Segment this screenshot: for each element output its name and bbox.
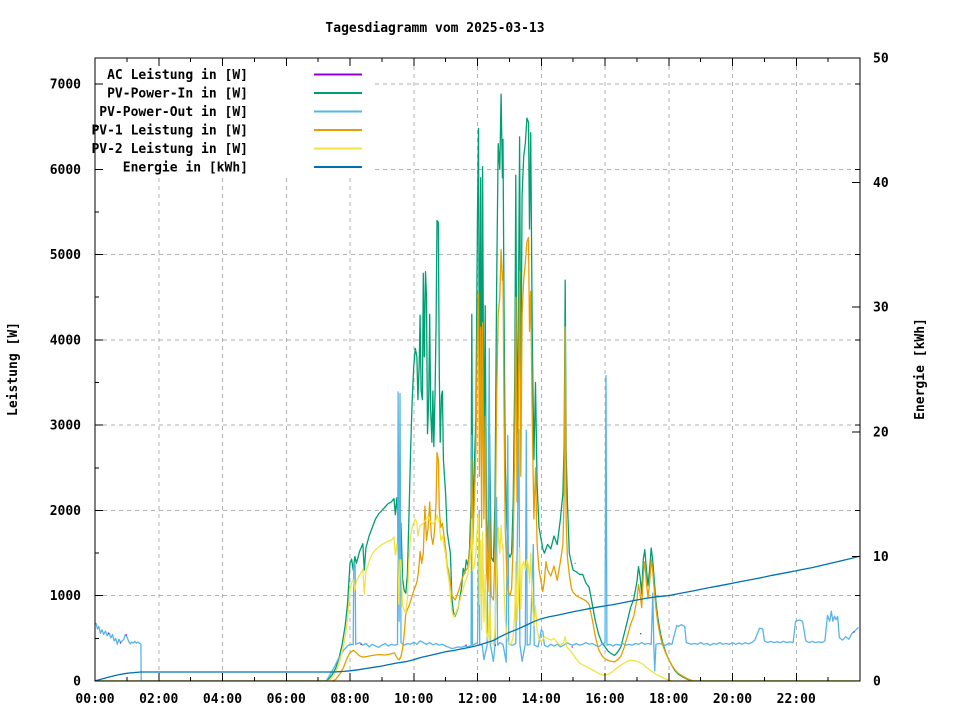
x-tick-label: 10:00 — [394, 692, 433, 707]
y-right-tick-label: 10 — [873, 550, 889, 565]
x-tick-label: 04:00 — [203, 692, 242, 707]
legend-label: Energie in [kWh] — [123, 161, 248, 176]
left-axis-label: Leistung [W] — [6, 322, 21, 416]
y-right-tick-label: 50 — [873, 52, 889, 67]
y-right-tick-label: 20 — [873, 425, 889, 440]
legend-background — [98, 63, 371, 176]
series-pv-power-out-in-w — [95, 347, 859, 681]
x-tick-label: 18:00 — [649, 692, 688, 707]
y-left-tick-label: 2000 — [50, 504, 81, 519]
x-tick-label: 08:00 — [330, 692, 369, 707]
x-tick-label: 12:00 — [458, 692, 497, 707]
right-axis-label: Energie [kWh] — [913, 318, 928, 420]
legend-label: PV-1 Leistung in [W] — [91, 124, 248, 139]
series-energie-in-kwh — [95, 555, 860, 681]
x-tick-label: 06:00 — [267, 692, 306, 707]
series-pv-1-leistung-in-w — [95, 236, 860, 681]
chart-title: Tagesdiagramm vom 2025-03-13 — [325, 21, 544, 36]
series-pv-2-leistung-in-w — [95, 514, 860, 681]
x-tick-label: 20:00 — [713, 692, 752, 707]
x-tick-label: 14:00 — [522, 692, 561, 707]
y-right-tick-label: 0 — [873, 675, 881, 690]
y-left-tick-label: 4000 — [50, 333, 81, 348]
y-right-tick-label: 40 — [873, 176, 889, 191]
x-tick-label: 02:00 — [139, 692, 178, 707]
plot-frame-and-ticks — [94, 57, 861, 682]
legend-label: AC Leistung in [W] — [107, 68, 248, 83]
x-tick-label: 22:00 — [777, 692, 816, 707]
y-left-tick-label: 5000 — [50, 248, 81, 263]
data-series — [95, 93, 860, 681]
legend: AC Leistung in [W] PV-Power-In in [W] PV-P… — [91, 68, 362, 176]
tick-labels: 00:00 02:00 04:00 06:00 08:00 10:00 12:00 14:00… — [50, 52, 889, 708]
y-left-tick-label: 7000 — [50, 78, 81, 93]
x-tick-label: 00:00 — [75, 692, 114, 707]
legend-label: PV-2 Leistung in [W] — [91, 142, 248, 157]
legend-label: PV-Power-Out in [W] — [99, 105, 248, 120]
y-left-tick-label: 0 — [73, 675, 81, 690]
legend-label: PV-Power-In in [W] — [107, 87, 248, 102]
x-tick-label: 16:00 — [585, 692, 624, 707]
y-right-tick-label: 30 — [873, 301, 889, 316]
y-left-tick-label: 3000 — [50, 419, 81, 434]
y-left-tick-label: 6000 — [50, 163, 81, 178]
y-left-tick-label: 1000 — [50, 589, 81, 604]
